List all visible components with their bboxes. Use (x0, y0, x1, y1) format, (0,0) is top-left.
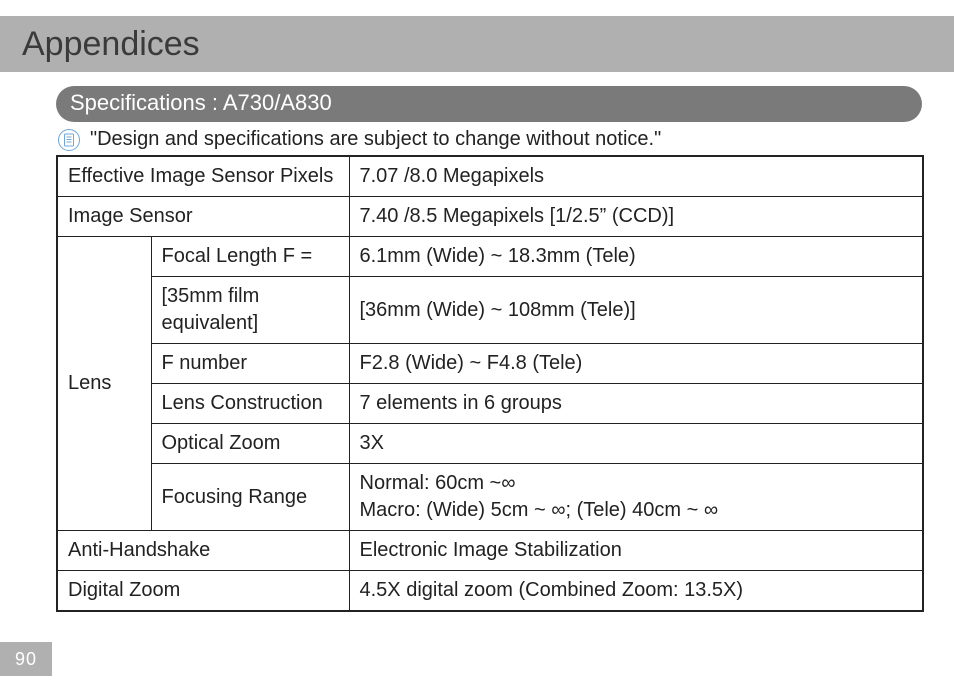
spec-label: Optical Zoom (151, 424, 349, 464)
spec-label: Focal Length F = (151, 237, 349, 277)
page-content: Specifications : A730/A830 "Design and s… (56, 86, 922, 612)
spec-value: 7.07 /8.0 Megapixels (349, 156, 923, 197)
spec-label: F number (151, 344, 349, 384)
section-heading-text: Specifications : A730/A830 (70, 90, 332, 115)
spec-value: [36mm (Wide) ~ 108mm (Tele)] (349, 277, 923, 344)
spec-value: Normal: 60cm ~∞ Macro: (Wide) 5cm ~ ∞; (… (349, 464, 923, 531)
chapter-title: Appendices (22, 25, 200, 64)
spec-label: Lens Construction (151, 384, 349, 424)
manual-page: Appendices Specifications : A730/A830 "D… (0, 0, 954, 694)
page-number-footer: 90 (0, 642, 52, 676)
spec-value: 6.1mm (Wide) ~ 18.3mm (Tele) (349, 237, 923, 277)
specifications-table: Effective Image Sensor Pixels 7.07 /8.0 … (56, 155, 924, 612)
spec-label: Effective Image Sensor Pixels (57, 156, 349, 197)
notice-text: "Design and specifications are subject t… (90, 128, 661, 151)
table-row: Image Sensor 7.40 /8.5 Megapixels [1/2.5… (57, 197, 923, 237)
notebook-icon (58, 129, 80, 151)
spec-label: Focusing Range (151, 464, 349, 531)
spec-value: 3X (349, 424, 923, 464)
spec-value: 4.5X digital zoom (Combined Zoom: 13.5X) (349, 571, 923, 612)
spec-value: 7.40 /8.5 Megapixels [1/2.5” (CCD)] (349, 197, 923, 237)
chapter-title-bar: Appendices (0, 16, 954, 72)
spec-value: 7 elements in 6 groups (349, 384, 923, 424)
spec-label: Anti-Handshake (57, 531, 349, 571)
spec-label: [35mm film equivalent] (151, 277, 349, 344)
spec-label: Digital Zoom (57, 571, 349, 612)
table-row: Digital Zoom 4.5X digital zoom (Combined… (57, 571, 923, 612)
spec-value: F2.8 (Wide) ~ F4.8 (Tele) (349, 344, 923, 384)
table-row: Optical Zoom 3X (57, 424, 923, 464)
table-row: F number F2.8 (Wide) ~ F4.8 (Tele) (57, 344, 923, 384)
spec-label: Image Sensor (57, 197, 349, 237)
table-row: [35mm film equivalent] [36mm (Wide) ~ 10… (57, 277, 923, 344)
section-heading-pill: Specifications : A730/A830 (56, 86, 922, 122)
table-row: Focusing Range Normal: 60cm ~∞ Macro: (W… (57, 464, 923, 531)
table-row: Effective Image Sensor Pixels 7.07 /8.0 … (57, 156, 923, 197)
table-row: Lens Focal Length F = 6.1mm (Wide) ~ 18.… (57, 237, 923, 277)
notice-row: "Design and specifications are subject t… (58, 128, 922, 151)
table-row: Lens Construction 7 elements in 6 groups (57, 384, 923, 424)
table-row: Anti-Handshake Electronic Image Stabiliz… (57, 531, 923, 571)
page-number: 90 (15, 649, 37, 670)
spec-group-label: Lens (57, 237, 151, 531)
spec-value: Electronic Image Stabilization (349, 531, 923, 571)
